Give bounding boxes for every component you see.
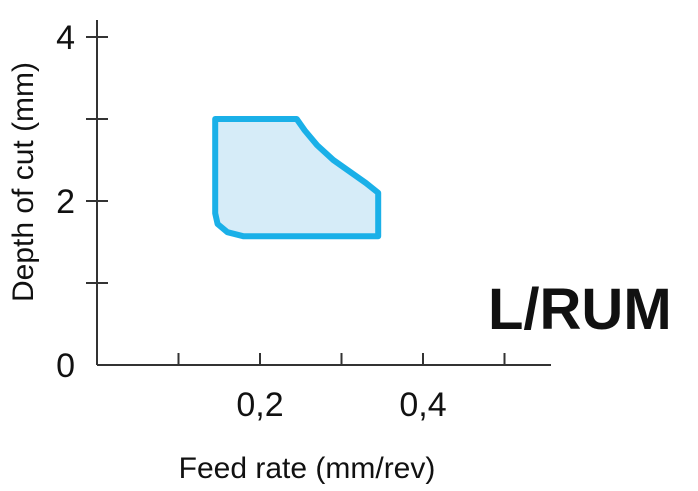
y-tick-label: 2 — [56, 183, 75, 221]
x-tick-label: 0,2 — [236, 386, 283, 424]
x-tick-label: 0,4 — [399, 386, 446, 424]
y-axis-title: Depth of cut (mm) — [7, 62, 40, 302]
insert-geometry-label: L/RUM — [488, 277, 672, 342]
tick-marks — [86, 36, 506, 366]
recommended-cutting-area — [212, 116, 382, 240]
axes — [96, 20, 551, 366]
y-tick-label: 0 — [56, 347, 75, 385]
operating-region — [212, 116, 382, 240]
y-tick-label: 4 — [56, 19, 75, 57]
x-axis-title: Feed rate (mm/rev) — [179, 452, 436, 485]
tick-labels: 0 2 4 0,2 0,4 — [56, 19, 447, 424]
